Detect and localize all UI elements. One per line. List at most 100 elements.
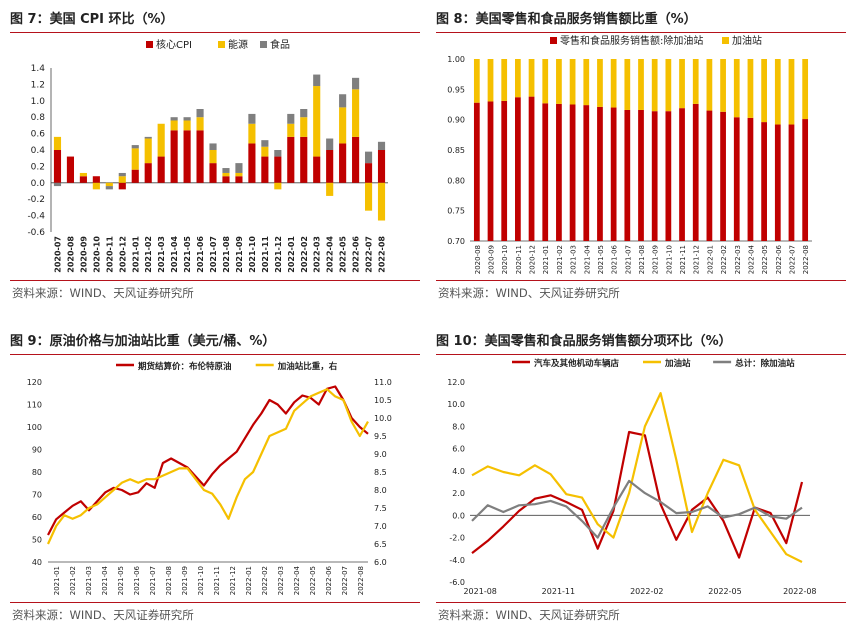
bar-核心CPI xyxy=(377,150,386,183)
bar-加油站 xyxy=(624,59,631,110)
bar-食品 xyxy=(170,117,178,121)
figure-9-title: 图 9：原油价格与加油站比重（美元/桶、%） xyxy=(10,334,276,349)
y-right-tick-label: 8.5 xyxy=(374,468,387,477)
bar-零售和食品服务销售额:除加油站 xyxy=(679,108,685,241)
x-tick-label: 2022-06 xyxy=(352,236,361,273)
x-tick-label: 2022-04 xyxy=(293,565,301,595)
series-line-期货结算价：布伦特原油 xyxy=(47,385,369,536)
bar-能源 xyxy=(105,182,113,187)
bar-零售和食品服务销售额:除加油站 xyxy=(624,109,631,242)
y-tick-label: -6.0 xyxy=(449,578,465,587)
y-tick-label: 2.0 xyxy=(452,489,465,498)
x-tick-label: 2022-01 xyxy=(245,566,253,595)
y-right-tick-label: 10.5 xyxy=(374,396,392,405)
bar-能源 xyxy=(209,150,217,164)
bar-食品 xyxy=(352,77,360,90)
bar-能源 xyxy=(53,136,62,150)
bar-能源 xyxy=(364,182,373,211)
bar-加油站 xyxy=(528,59,535,97)
bar-核心CPI xyxy=(300,136,308,183)
bar-加油站 xyxy=(706,59,713,111)
y-right-tick-label: 6.5 xyxy=(374,540,387,549)
bar-加油站 xyxy=(487,59,494,102)
legend-swatch-2 xyxy=(260,41,267,48)
x-tick-label: 2021-02 xyxy=(144,236,153,273)
x-tick-label: 2020-09 xyxy=(79,236,88,273)
bar-加油站 xyxy=(583,59,590,106)
x-tick-label: 2022-07 xyxy=(788,245,796,274)
bar-能源 xyxy=(118,176,126,183)
bar-加油站 xyxy=(569,59,576,105)
bar-能源 xyxy=(377,182,386,221)
legend-label-2: 食品 xyxy=(270,38,290,51)
y-right-tick-label: 6.0 xyxy=(374,558,387,567)
bar-零售和食品服务销售额:除加油站 xyxy=(802,119,809,241)
bar-能源 xyxy=(170,120,178,131)
x-tick-label: 2022-01 xyxy=(287,236,296,273)
x-tick-label: 2021-05 xyxy=(117,566,125,595)
x-tick-label: 2021-09 xyxy=(181,566,189,595)
x-tick-label: 2021-01 xyxy=(542,245,550,274)
x-tick-label: 2020-12 xyxy=(118,236,127,273)
figure-7-title: 图 7：美国 CPI 环比（%） xyxy=(10,12,174,27)
bar-零售和食品服务销售额:除加油站 xyxy=(569,104,576,241)
x-tick-label: 2021-08 xyxy=(165,566,173,595)
figure-10-chart: 汽车及其他机动车辆店 加油站 总计：除加油站 -6.0 -4.0 -2.0 0.0 2.0 4.… xyxy=(447,358,816,596)
y-left-tick-label: 110 xyxy=(27,401,42,410)
bar-零售和食品服务销售额:除加油站 xyxy=(692,103,699,241)
y-tick-label: 0.80 xyxy=(447,176,465,185)
bar-核心CPI xyxy=(79,176,87,183)
bar-零售和食品服务销售额:除加油站 xyxy=(720,111,726,241)
x-tick-label: 2021-10 xyxy=(248,236,257,273)
legend-label-1: 加油站比重，右 xyxy=(277,361,338,372)
bar-加油站 xyxy=(473,59,480,103)
x-tick-label: 2021-02 xyxy=(556,245,564,274)
x-tick-label: 2022-02 xyxy=(300,236,309,273)
x-tick-label: 2022-03 xyxy=(734,245,742,274)
x-tick-label: 2021-12 xyxy=(229,566,237,595)
bar-零售和食品服务销售额:除加油站 xyxy=(487,101,494,241)
legend-label-1: 能源 xyxy=(228,38,248,51)
legend-swatch-1 xyxy=(722,37,729,44)
x-tick-label: 2021-06 xyxy=(611,244,619,274)
bar-核心CPI xyxy=(53,150,62,183)
bar-核心CPI xyxy=(92,176,100,183)
y-tick-label: 1.0 xyxy=(31,97,46,107)
x-tick-label: 2021-07 xyxy=(624,245,632,274)
y-tick-label: 0.2 xyxy=(31,162,45,172)
bar-食品 xyxy=(222,168,230,173)
x-tick-label: 2021-05 xyxy=(597,245,605,274)
bar-核心CPI xyxy=(339,143,347,183)
x-tick-label: 2022-07 xyxy=(341,566,349,595)
bar-能源 xyxy=(222,172,230,177)
x-tick-label: 2020-10 xyxy=(92,236,101,273)
bar-加油站 xyxy=(720,59,726,112)
bar-加油站 xyxy=(802,59,809,120)
y-tick-label: 1.2 xyxy=(31,80,45,90)
bar-零售和食品服务销售额:除加油站 xyxy=(528,96,535,241)
y-tick-label: 0.95 xyxy=(447,85,465,94)
y-left-tick-label: 100 xyxy=(27,423,42,432)
y-tick-label: 10.0 xyxy=(447,400,465,409)
figure-9-panel: 图 9：原油价格与加油站比重（美元/桶、%） 期货结算价：布伦特原油 加油站比重，… xyxy=(6,322,424,632)
source-rule xyxy=(10,280,420,281)
legend-label-1: 加油站 xyxy=(664,358,691,369)
figure-8-panel: 图 8：美国零售和食品服务销售额比重（%） 零售和食品服务销售额:除加油站 加油站… xyxy=(432,0,850,310)
bar-能源 xyxy=(144,138,152,164)
x-tick-label: 2021-10 xyxy=(197,566,205,595)
source-rule xyxy=(10,602,420,603)
bar-食品 xyxy=(364,151,373,164)
x-tick-label: 2021-04 xyxy=(170,236,179,273)
bar-加油站 xyxy=(556,59,562,104)
bar-零售和食品服务销售额:除加油站 xyxy=(733,117,740,241)
x-tick-label: 2021-11 xyxy=(213,566,221,595)
y-tick-label: -0.6 xyxy=(27,228,45,238)
bar-能源 xyxy=(339,107,347,144)
bar-零售和食品服务销售额:除加油站 xyxy=(610,107,617,242)
source-rule xyxy=(436,602,846,603)
y-left-tick-label: 90 xyxy=(32,446,42,455)
bar-能源 xyxy=(235,172,243,177)
x-tick-label: 2020-12 xyxy=(529,245,537,274)
title-rule xyxy=(436,354,846,355)
figure-9-source: 资料来源：WIND、天风证券研究所 xyxy=(12,608,194,622)
